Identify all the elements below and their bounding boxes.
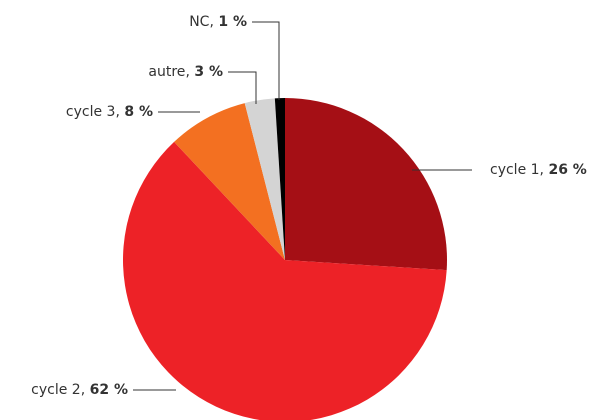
slice-label: cycle 1, 26 %	[490, 162, 587, 178]
label-separator: ,	[185, 64, 194, 80]
value-label: 62 %	[90, 382, 128, 398]
pie-slice	[274, 98, 285, 260]
slice-label: NC, 1 %	[189, 14, 247, 30]
category-label: cycle 3	[66, 104, 116, 120]
value-label: 1 %	[218, 14, 247, 30]
slice-label: cycle 2, 62 %	[31, 382, 128, 398]
value-label: 3 %	[194, 64, 223, 80]
pie-slice	[285, 98, 447, 271]
slice-label: autre, 3 %	[148, 64, 223, 80]
pie-slice	[244, 98, 285, 260]
leader-line	[252, 21, 280, 100]
label-separator: ,	[209, 14, 218, 30]
value-label: 8 %	[124, 104, 153, 120]
pie-slice	[123, 141, 447, 420]
slice-label: cycle 3, 8 %	[66, 104, 153, 120]
category-label: cycle 1	[490, 162, 540, 178]
value-label: 26 %	[548, 162, 586, 178]
leader-line	[228, 71, 257, 104]
label-separator: ,	[115, 104, 124, 120]
pie-slice	[174, 103, 285, 260]
category-label: NC	[189, 14, 209, 30]
category-label: cycle 2	[31, 382, 81, 398]
leader-lines	[133, 21, 472, 391]
label-separator: ,	[540, 162, 549, 178]
label-separator: ,	[81, 382, 90, 398]
category-label: autre	[148, 64, 185, 80]
